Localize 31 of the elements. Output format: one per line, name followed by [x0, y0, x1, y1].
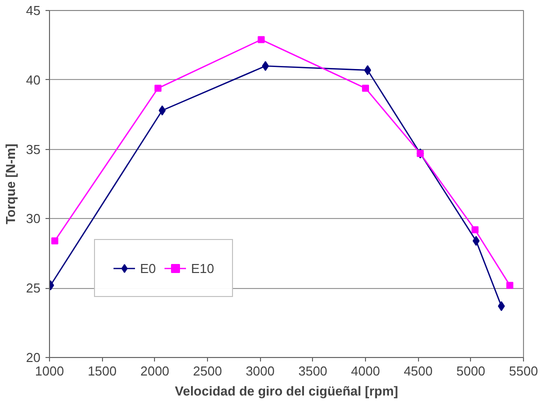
- point: [472, 236, 480, 246]
- x-tick-label: 1000: [35, 364, 64, 378]
- x-tick-label: 4500: [404, 364, 433, 378]
- x-tick-label: 5500: [509, 364, 538, 378]
- y-tick-label: 20: [26, 350, 41, 365]
- y-tick-label: 30: [26, 211, 41, 226]
- point: [472, 226, 479, 234]
- legend-label: E0: [140, 260, 157, 276]
- point: [154, 84, 162, 92]
- y-tick-label: 25: [26, 280, 41, 296]
- point: [158, 105, 166, 116]
- point: [498, 301, 505, 312]
- y-tick-label: 45: [26, 3, 41, 18]
- x-tick-label: 5000: [456, 364, 486, 378]
- y-tick-label: 35: [26, 142, 41, 157]
- y-axis-title: Torque [N-m]: [3, 144, 18, 224]
- point: [364, 65, 372, 76]
- point: [262, 61, 269, 72]
- x-tick-label: 3000: [246, 364, 275, 378]
- point: [506, 282, 514, 289]
- x-tick-label: 2000: [140, 364, 170, 378]
- point: [51, 237, 58, 244]
- legend-label: E10: [191, 260, 214, 276]
- x-tick-label: 4000: [351, 364, 380, 378]
- point: [362, 84, 369, 92]
- x-tick-label: 1500: [88, 364, 117, 378]
- point: [258, 36, 265, 44]
- x-axis-title: Velocidad de giro del cigüeñal [rpm]: [174, 384, 398, 398]
- x-tick-label: 2500: [193, 364, 222, 378]
- y-tick-label: 40: [26, 72, 41, 88]
- x-tick-label: 3500: [298, 364, 328, 378]
